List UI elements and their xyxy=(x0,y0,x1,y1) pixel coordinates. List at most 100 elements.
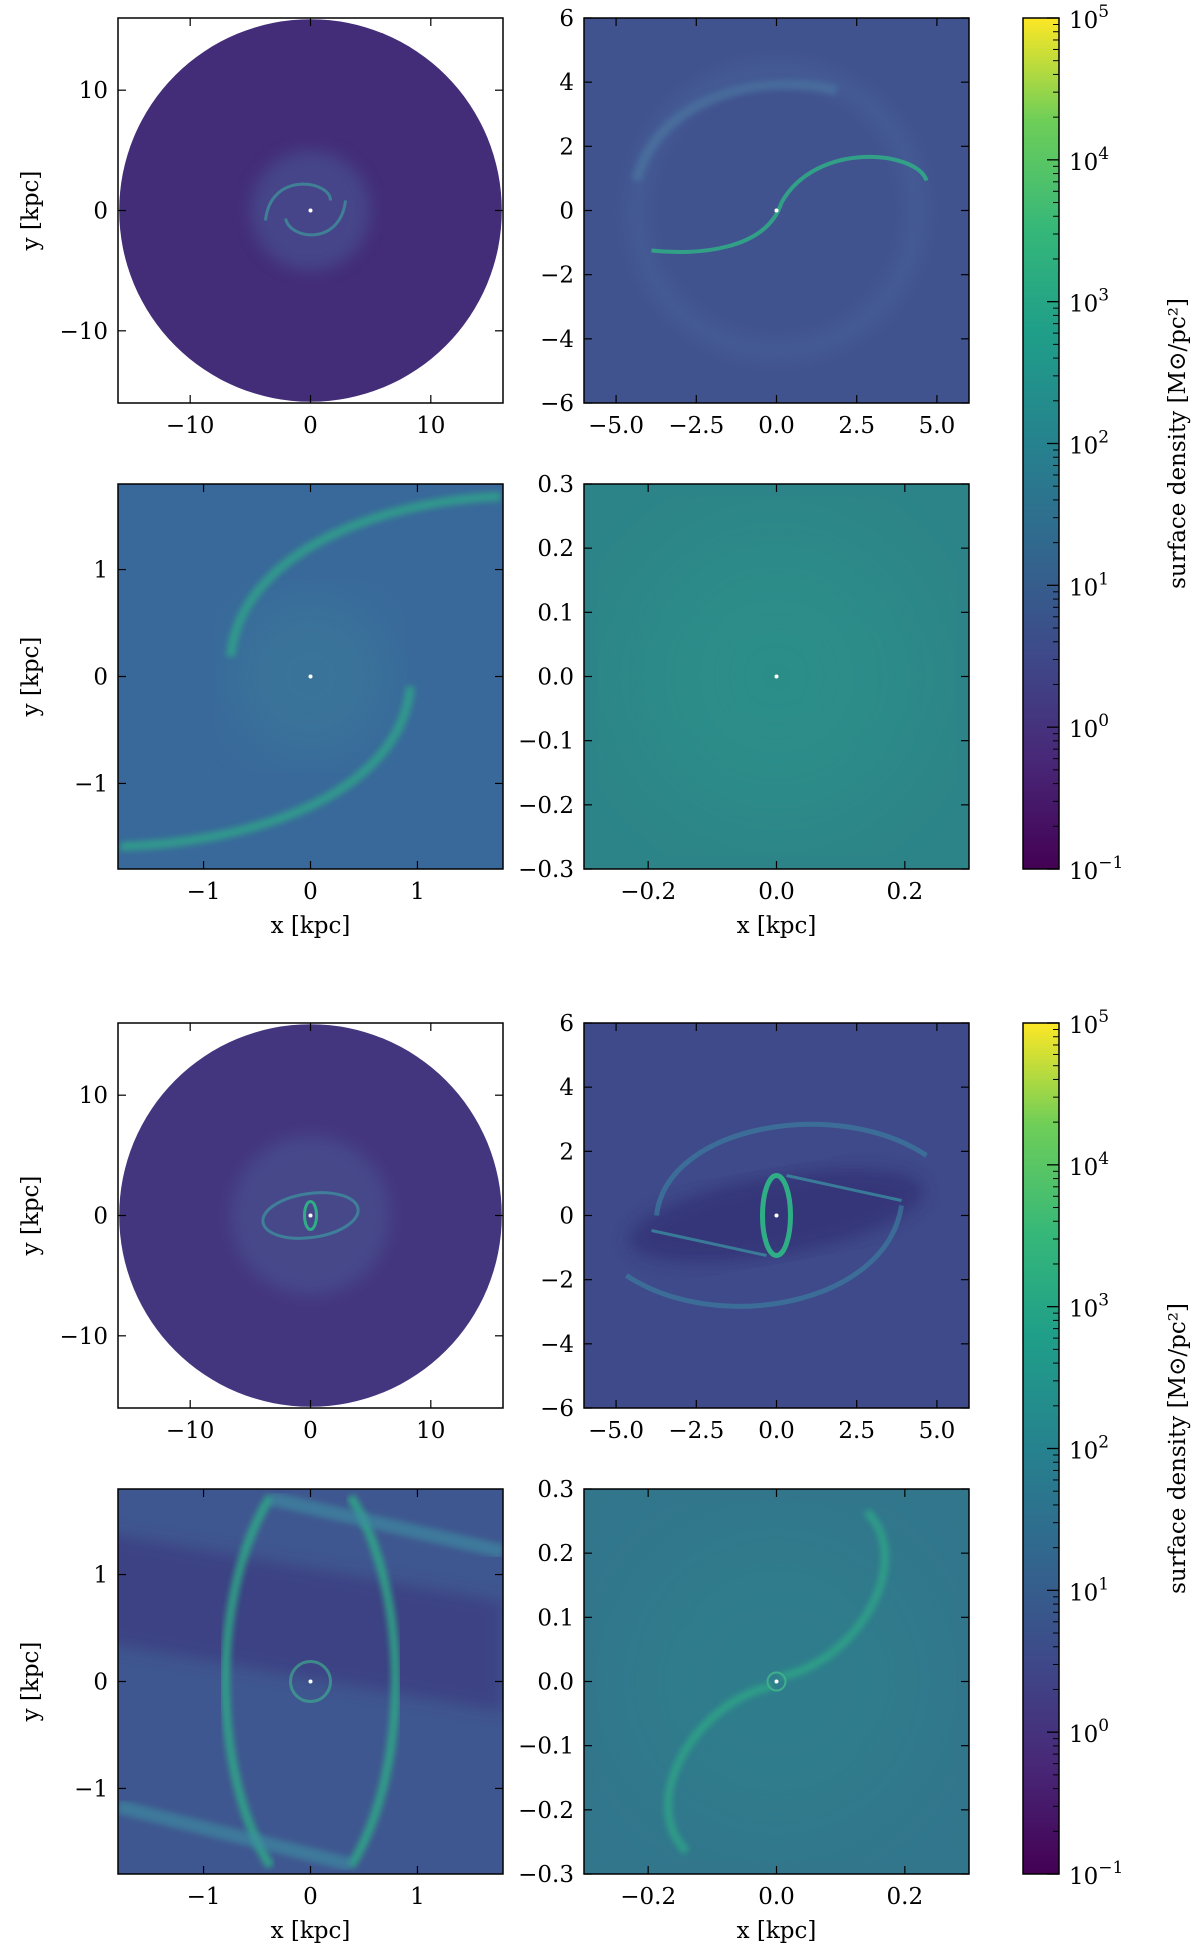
spiral-arm xyxy=(226,492,501,657)
central-point xyxy=(774,208,779,213)
x-axis-label: x [kpc] xyxy=(271,1918,351,1944)
colorbar-tick-base: 10 xyxy=(1069,575,1098,601)
spiral-arm xyxy=(284,200,347,237)
colorbar-tick-exponent: 2 xyxy=(1098,1433,1109,1453)
panel-p8: −0.2 0.0 0.2 −0.3 −0.2 −0.1 0.0 0.1 0.2 0.3 x [kpc… xyxy=(518,1477,970,1944)
y-tick-label: 0 xyxy=(559,199,574,225)
spiral-arm xyxy=(651,201,784,254)
y-tick-label: 0.2 xyxy=(537,536,574,562)
colorbar-tick-label: 104 xyxy=(1069,1149,1109,1181)
y-tick-label: 0.0 xyxy=(537,665,574,691)
y-tick-label: 1 xyxy=(93,558,108,584)
colorbar-tick-label: 101 xyxy=(1069,1574,1109,1606)
central-point xyxy=(308,674,313,679)
y-tick-label: −0.2 xyxy=(518,793,574,819)
colorbar-tick-exponent: 0 xyxy=(1098,711,1109,731)
y-axis-label: y [kpc] xyxy=(18,1642,44,1723)
y-tick-label: −2 xyxy=(540,1268,574,1294)
bar-shock xyxy=(346,1494,400,1869)
colorbar-tick-label: 104 xyxy=(1069,144,1109,176)
y-tick-label: 4 xyxy=(559,70,574,96)
x-tick-label: 10 xyxy=(416,1418,445,1444)
x-tick-label: 0 xyxy=(303,879,318,905)
y-tick-label: −4 xyxy=(540,327,574,353)
x-axis-label: x [kpc] xyxy=(271,913,351,939)
y-tick-label: −6 xyxy=(540,1396,574,1422)
x-tick-label: 0.2 xyxy=(887,1884,924,1910)
y-tick-label: 1 xyxy=(93,1563,108,1589)
colorbar-tick-base: 10 xyxy=(1069,1297,1098,1323)
y-tick-label: 10 xyxy=(79,1083,108,1109)
central-point xyxy=(308,1213,313,1218)
x-tick-label: −5.0 xyxy=(588,413,644,439)
faint-arm xyxy=(631,79,838,182)
colorbar-tick-base: 10 xyxy=(1069,717,1098,743)
colorbar-tick-exponent: 5 xyxy=(1098,1007,1109,1027)
x-tick-label: −2.5 xyxy=(668,413,724,439)
x-tick-label: 0 xyxy=(303,1418,318,1444)
bar-ring xyxy=(261,1191,360,1240)
x-tick-label: −2.5 xyxy=(668,1418,724,1444)
x-tick-label: −10 xyxy=(166,1418,215,1444)
colorbar-tick-label: 103 xyxy=(1069,286,1109,318)
y-tick-label: 4 xyxy=(559,1075,574,1101)
y-tick-label: 6 xyxy=(559,1011,574,1037)
x-axis-label: x [kpc] xyxy=(737,1918,817,1944)
spiral-arm xyxy=(625,1205,904,1309)
panel-p7: −1 0 1 −1 0 1 y [kpc] x [kpc] xyxy=(18,1488,504,1944)
x-tick-label: 0.0 xyxy=(758,413,795,439)
x-tick-label: 10 xyxy=(416,413,445,439)
density-map xyxy=(584,1489,969,1874)
colorbar-tick-exponent: 1 xyxy=(1098,569,1109,589)
central-point xyxy=(774,674,779,679)
colorbar-tick-base: 10 xyxy=(1069,1155,1098,1181)
colorbar-tick-label: 100 xyxy=(1069,711,1109,743)
y-tick-label: −10 xyxy=(59,1324,108,1350)
x-tick-label: 2.5 xyxy=(838,1418,875,1444)
colorbar-tick-exponent: 3 xyxy=(1098,286,1109,306)
spiral-arm xyxy=(120,686,415,851)
density-map xyxy=(584,1023,969,1408)
panel-p1: −10 0 10 −10 0 10 y [kpc] xyxy=(18,17,504,439)
y-axis-label: y [kpc] xyxy=(18,171,44,252)
x-tick-label: 5.0 xyxy=(919,1418,956,1444)
y-tick-label: −0.1 xyxy=(518,1734,574,1760)
x-tick-label: 5.0 xyxy=(919,413,956,439)
colorbar-tick-exponent: 4 xyxy=(1098,1149,1109,1169)
nuclear-ring xyxy=(766,1671,787,1692)
x-tick-label: 0 xyxy=(303,1884,318,1910)
colorbar-label: surface density [M⊙/pc²] xyxy=(1165,1303,1191,1594)
density-map xyxy=(584,18,969,403)
y-tick-label: −2 xyxy=(540,263,574,289)
x-tick-label: 2.5 xyxy=(838,413,875,439)
outer-ring xyxy=(625,59,928,362)
y-tick-label: 10 xyxy=(79,78,108,104)
y-tick-label: 0 xyxy=(93,1670,108,1696)
colorbar-tick-label: 102 xyxy=(1069,428,1109,460)
x-tick-label: 1 xyxy=(410,879,425,905)
central-point xyxy=(308,1679,313,1684)
bar-core xyxy=(303,1200,318,1231)
colorbar-tick-label: 101 xyxy=(1069,569,1109,601)
x-tick-label: 0.2 xyxy=(887,879,924,905)
density-map xyxy=(118,1023,503,1408)
y-tick-label: −0.1 xyxy=(518,729,574,755)
x-tick-label: −1 xyxy=(187,1884,221,1910)
x-tick-label: −10 xyxy=(166,413,215,439)
y-tick-label: 0.3 xyxy=(537,1477,574,1503)
colorbar-tick-base: 10 xyxy=(1069,292,1098,318)
y-tick-label: 0.3 xyxy=(537,472,574,498)
panel-p5: −10 0 10 −10 0 10 y [kpc] xyxy=(18,1022,504,1444)
density-map xyxy=(118,18,503,403)
x-tick-label: 0 xyxy=(303,413,318,439)
colorbar-tick-base: 10 xyxy=(1069,8,1098,34)
y-tick-label: 2 xyxy=(559,134,574,160)
y-tick-label: 0 xyxy=(93,199,108,225)
dust-lane xyxy=(268,1491,503,1559)
dust-lane xyxy=(118,1799,353,1872)
y-axis-label: y [kpc] xyxy=(18,637,44,718)
y-tick-label: −0.3 xyxy=(518,1862,574,1888)
bar-core xyxy=(760,1173,793,1258)
